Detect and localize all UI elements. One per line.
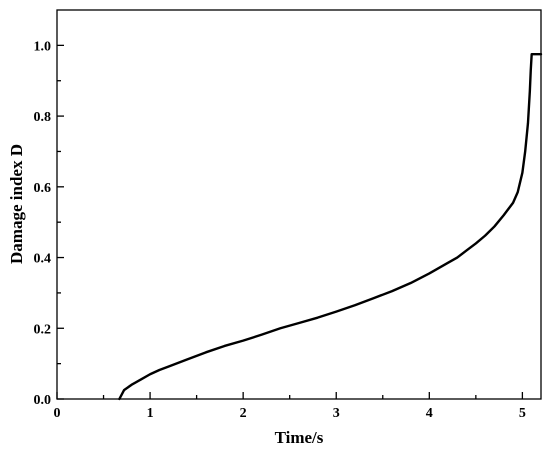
plot-frame [56, 9, 542, 400]
y-axis-title: Damage index D [7, 144, 26, 264]
x-tick-label: 1 [147, 406, 154, 421]
damage-index-series-line [118, 53, 543, 401]
x-tick-label: 3 [333, 406, 340, 421]
x-axis-ticks [56, 392, 524, 399]
x-tick-labels: 0 1 2 3 4 5 [54, 406, 526, 421]
y-tick-label: 0.8 [34, 110, 52, 125]
x-tick-label: 0 [54, 406, 61, 421]
x-tick-label: 2 [240, 406, 247, 421]
x-tick-label: 4 [426, 406, 433, 421]
y-tick-label: 0.2 [34, 322, 52, 337]
y-tick-labels: 0.0 0.2 0.4 0.6 0.8 1.0 [34, 39, 52, 408]
x-axis-title: Time/s [275, 428, 324, 447]
y-axis-ticks [57, 44, 64, 400]
x-tick-label: 5 [519, 406, 526, 421]
y-tick-label: 1.0 [34, 39, 52, 54]
y-tick-label: 0.6 [34, 181, 52, 196]
y-tick-label: 0.4 [34, 252, 52, 267]
y-tick-label: 0.0 [34, 393, 52, 408]
